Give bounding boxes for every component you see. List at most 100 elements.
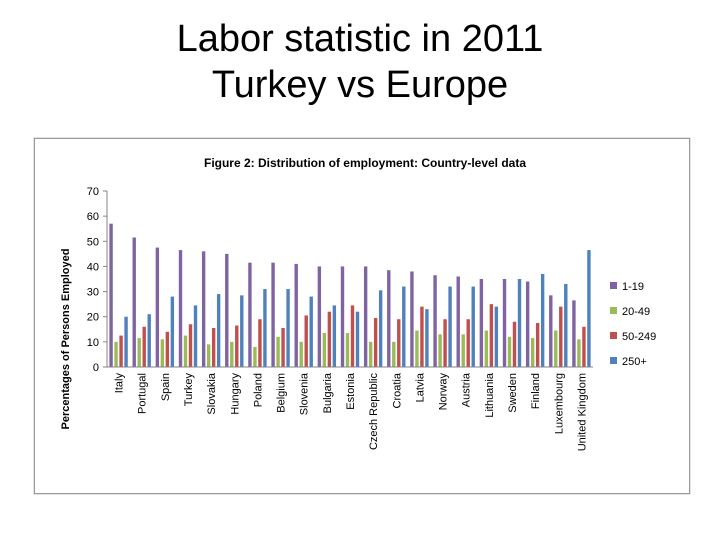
legend-label: 50-249 bbox=[622, 331, 656, 343]
bar bbox=[530, 338, 535, 367]
x-tick-label: United Kingdom bbox=[576, 373, 588, 451]
legend-label: 250+ bbox=[622, 356, 647, 368]
bar bbox=[263, 289, 267, 367]
bar bbox=[109, 223, 113, 367]
y-tick-label: 30 bbox=[87, 287, 99, 299]
y-tick-label: 0 bbox=[93, 362, 99, 374]
y-tick-label: 20 bbox=[87, 312, 99, 324]
bar bbox=[587, 250, 591, 367]
bar bbox=[512, 321, 517, 367]
bar bbox=[438, 334, 442, 367]
bar bbox=[415, 330, 419, 367]
bar bbox=[484, 330, 489, 367]
slide-title-line-1: Labor statistic in 2011 bbox=[176, 18, 544, 60]
bar bbox=[363, 266, 368, 367]
bar bbox=[554, 330, 558, 367]
bar bbox=[201, 251, 206, 367]
slide-title-line-2: Turkey vs Europe bbox=[211, 64, 509, 106]
bar bbox=[420, 306, 424, 367]
y-axis-label: Percentages of Persons Employed bbox=[60, 249, 72, 430]
bar bbox=[165, 331, 170, 367]
bar bbox=[188, 324, 193, 367]
bar bbox=[327, 311, 332, 367]
bar bbox=[225, 253, 229, 367]
plot-area: 0 10 20 30 40 50 60 70 Italy Portugal Spain Turkey S… bbox=[87, 186, 593, 451]
bar bbox=[410, 271, 414, 367]
x-tick-label: Czech Republic bbox=[368, 373, 380, 451]
legend-swatch bbox=[610, 357, 617, 364]
x-tick-label: Slovakia bbox=[206, 372, 218, 414]
x-tick-label: Poland bbox=[252, 373, 264, 407]
x-tick-label: Luxembourg bbox=[553, 373, 565, 434]
x-tick-label: Austria bbox=[461, 372, 473, 407]
bar bbox=[155, 247, 160, 367]
bar bbox=[425, 309, 429, 367]
slide-title: Labor statistic in 2011 Turkey vs Europe bbox=[0, 16, 720, 108]
bar bbox=[479, 279, 484, 367]
bar bbox=[517, 279, 522, 367]
bar bbox=[540, 273, 545, 367]
x-tick-label: Belgium bbox=[276, 373, 288, 413]
bar bbox=[147, 314, 151, 367]
bar bbox=[535, 323, 540, 367]
x-tick-label: Slovenia bbox=[299, 372, 311, 415]
bar bbox=[433, 275, 437, 367]
bar bbox=[355, 311, 360, 367]
bar bbox=[193, 305, 198, 367]
bar bbox=[332, 305, 337, 367]
x-tick-label: Latvia bbox=[414, 372, 426, 402]
legend-label: 1-19 bbox=[622, 281, 644, 293]
legend-swatch bbox=[610, 282, 617, 289]
y-tick-label: 50 bbox=[87, 236, 99, 248]
bar bbox=[572, 300, 576, 367]
bar bbox=[114, 341, 118, 367]
bar bbox=[230, 341, 234, 367]
bar bbox=[582, 326, 586, 367]
bar bbox=[211, 328, 216, 367]
x-tick-label: Sweden bbox=[507, 373, 519, 413]
bar bbox=[456, 276, 460, 367]
bar bbox=[448, 286, 452, 367]
bar bbox=[271, 262, 275, 367]
legend-label: 20-49 bbox=[622, 306, 650, 318]
bar bbox=[502, 279, 507, 367]
bar bbox=[373, 317, 378, 367]
y-tick-label: 60 bbox=[87, 211, 99, 223]
bar bbox=[402, 286, 406, 367]
bar bbox=[368, 341, 373, 367]
bar bbox=[350, 305, 355, 367]
bar bbox=[549, 295, 553, 367]
bar bbox=[132, 237, 136, 367]
y-tick-label: 40 bbox=[87, 261, 99, 273]
figure-frame: Figure 2: Distribution of employment: Co… bbox=[34, 138, 690, 494]
bar bbox=[471, 286, 475, 367]
x-tick-label: Bulgaria bbox=[322, 372, 334, 413]
bar bbox=[276, 336, 280, 367]
legend-swatch bbox=[610, 307, 617, 314]
x-tick-label: Lithuania bbox=[484, 372, 496, 418]
bar bbox=[235, 325, 239, 367]
bar bbox=[253, 346, 257, 367]
bar bbox=[489, 304, 494, 367]
bar bbox=[178, 250, 183, 367]
bar bbox=[142, 326, 146, 367]
x-tick-label: Turkey bbox=[183, 373, 195, 407]
bar bbox=[248, 262, 252, 367]
bar bbox=[387, 270, 391, 367]
bar bbox=[240, 295, 244, 367]
legend: 1-19 20-49 50-249 250+ bbox=[610, 281, 656, 368]
x-tick-label: Croatia bbox=[391, 372, 403, 408]
bar bbox=[443, 319, 447, 367]
bar bbox=[137, 338, 141, 367]
x-tick-label: Italy bbox=[114, 373, 126, 394]
x-tick-label: Hungary bbox=[229, 373, 241, 415]
bar bbox=[294, 263, 298, 367]
bar bbox=[281, 328, 285, 367]
bar bbox=[559, 306, 563, 367]
y-tick-label: 70 bbox=[87, 186, 99, 198]
bar bbox=[378, 290, 383, 367]
bar bbox=[183, 335, 188, 367]
bar bbox=[466, 319, 470, 367]
bar bbox=[170, 296, 175, 367]
bar bbox=[317, 266, 322, 367]
